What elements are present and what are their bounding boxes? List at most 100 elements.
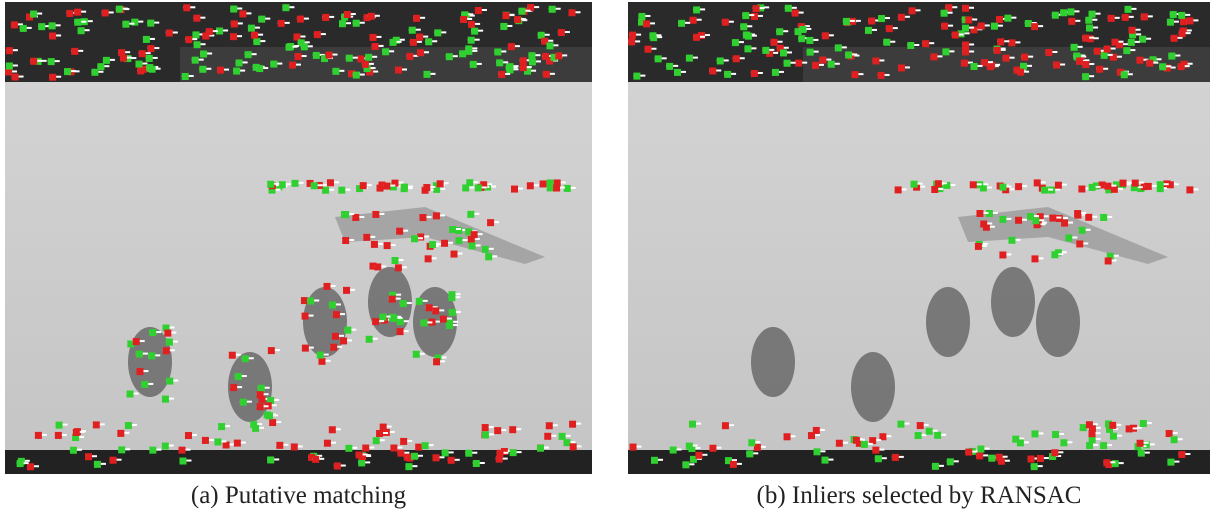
feature-point xyxy=(417,234,424,241)
feature-point xyxy=(266,412,273,419)
feature-point xyxy=(878,72,885,79)
feature-point xyxy=(822,32,829,39)
feature-point xyxy=(471,231,478,238)
feature-point xyxy=(952,32,959,39)
feature-point xyxy=(1025,20,1032,27)
feature-point xyxy=(724,71,731,78)
feature-point xyxy=(1094,48,1101,55)
feature-point xyxy=(520,64,527,71)
feature-point xyxy=(30,11,37,18)
feature-point xyxy=(141,381,148,388)
feature-point xyxy=(380,424,387,431)
feature-point xyxy=(970,181,977,188)
feature-point xyxy=(494,427,501,434)
feature-point xyxy=(722,19,729,26)
feature-point xyxy=(1137,440,1144,447)
page: (a) Putative matching (b) Inliers select… xyxy=(0,0,1213,524)
feature-point xyxy=(1178,451,1185,458)
feature-point xyxy=(1041,187,1048,194)
feature-point xyxy=(423,71,430,78)
feature-point xyxy=(1034,179,1041,186)
feature-point xyxy=(420,319,427,326)
feature-point xyxy=(868,17,875,24)
feature-point xyxy=(269,419,276,426)
feature-point xyxy=(322,187,329,194)
feature-point xyxy=(502,12,509,19)
feature-point xyxy=(110,457,117,464)
feature-point xyxy=(164,330,171,337)
feature-point xyxy=(732,39,739,46)
feature-point xyxy=(994,47,1001,54)
feature-point xyxy=(166,378,173,385)
feature-point xyxy=(1086,442,1093,449)
feature-point xyxy=(898,64,905,71)
feature-point xyxy=(748,439,755,446)
feature-point xyxy=(1017,69,1024,76)
feature-point xyxy=(686,55,693,62)
feature-point xyxy=(340,337,347,344)
feature-point xyxy=(11,21,18,28)
feature-point xyxy=(344,11,351,18)
feature-point xyxy=(1068,18,1075,25)
feature-point xyxy=(253,38,260,45)
feature-point xyxy=(1086,421,1093,428)
feature-point xyxy=(374,263,381,270)
feature-point xyxy=(1168,53,1175,60)
feature-point xyxy=(1171,35,1178,42)
feature-point xyxy=(230,6,237,13)
feature-point xyxy=(185,432,192,439)
feature-point xyxy=(120,55,127,62)
feature-point xyxy=(413,15,420,22)
feature-point xyxy=(432,307,439,314)
feature-point xyxy=(426,304,433,311)
feature-point xyxy=(372,43,379,50)
feature-point xyxy=(1037,455,1044,462)
feature-point xyxy=(410,39,417,46)
feature-point xyxy=(547,184,554,191)
feature-point xyxy=(496,59,503,66)
feature-point xyxy=(462,184,469,191)
feature-point xyxy=(390,39,397,46)
feature-point xyxy=(568,9,575,16)
feature-point xyxy=(1053,61,1060,68)
feature-point xyxy=(1021,54,1028,61)
feature-point xyxy=(192,31,199,38)
feature-point xyxy=(270,61,277,68)
feature-point xyxy=(1157,181,1164,188)
feature-point xyxy=(66,10,73,17)
feature-point xyxy=(257,391,264,398)
feature-point xyxy=(371,241,378,248)
feature-point xyxy=(892,454,899,461)
feature-point xyxy=(555,52,562,59)
feature-point xyxy=(819,57,826,64)
feature-point xyxy=(1141,13,1148,20)
feature-point xyxy=(1071,44,1078,51)
feature-point xyxy=(965,17,972,24)
feature-point xyxy=(49,74,56,81)
feature-point xyxy=(200,51,207,58)
feature-point xyxy=(166,30,173,37)
feature-point xyxy=(1103,459,1110,466)
feature-point xyxy=(941,23,948,30)
feature-point xyxy=(693,34,700,41)
feature-point xyxy=(514,16,521,23)
feature-point xyxy=(961,60,968,67)
feature-point xyxy=(633,73,640,80)
feature-point xyxy=(563,439,570,446)
feature-point xyxy=(149,66,156,73)
feature-point xyxy=(1028,456,1035,463)
feature-point xyxy=(785,5,792,12)
feature-point xyxy=(312,456,319,463)
feature-point xyxy=(1140,420,1147,427)
caption: (a) Putative matching xyxy=(5,482,592,510)
feature-point xyxy=(467,211,474,218)
feature-point xyxy=(845,51,852,58)
feature-point xyxy=(962,48,969,55)
feature-point xyxy=(206,28,213,35)
feature-point xyxy=(48,58,55,65)
feature-point xyxy=(836,440,843,447)
feature-point xyxy=(396,228,403,235)
feature-point xyxy=(411,453,418,460)
feature-point xyxy=(1003,55,1010,62)
feature-point xyxy=(1179,30,1186,37)
